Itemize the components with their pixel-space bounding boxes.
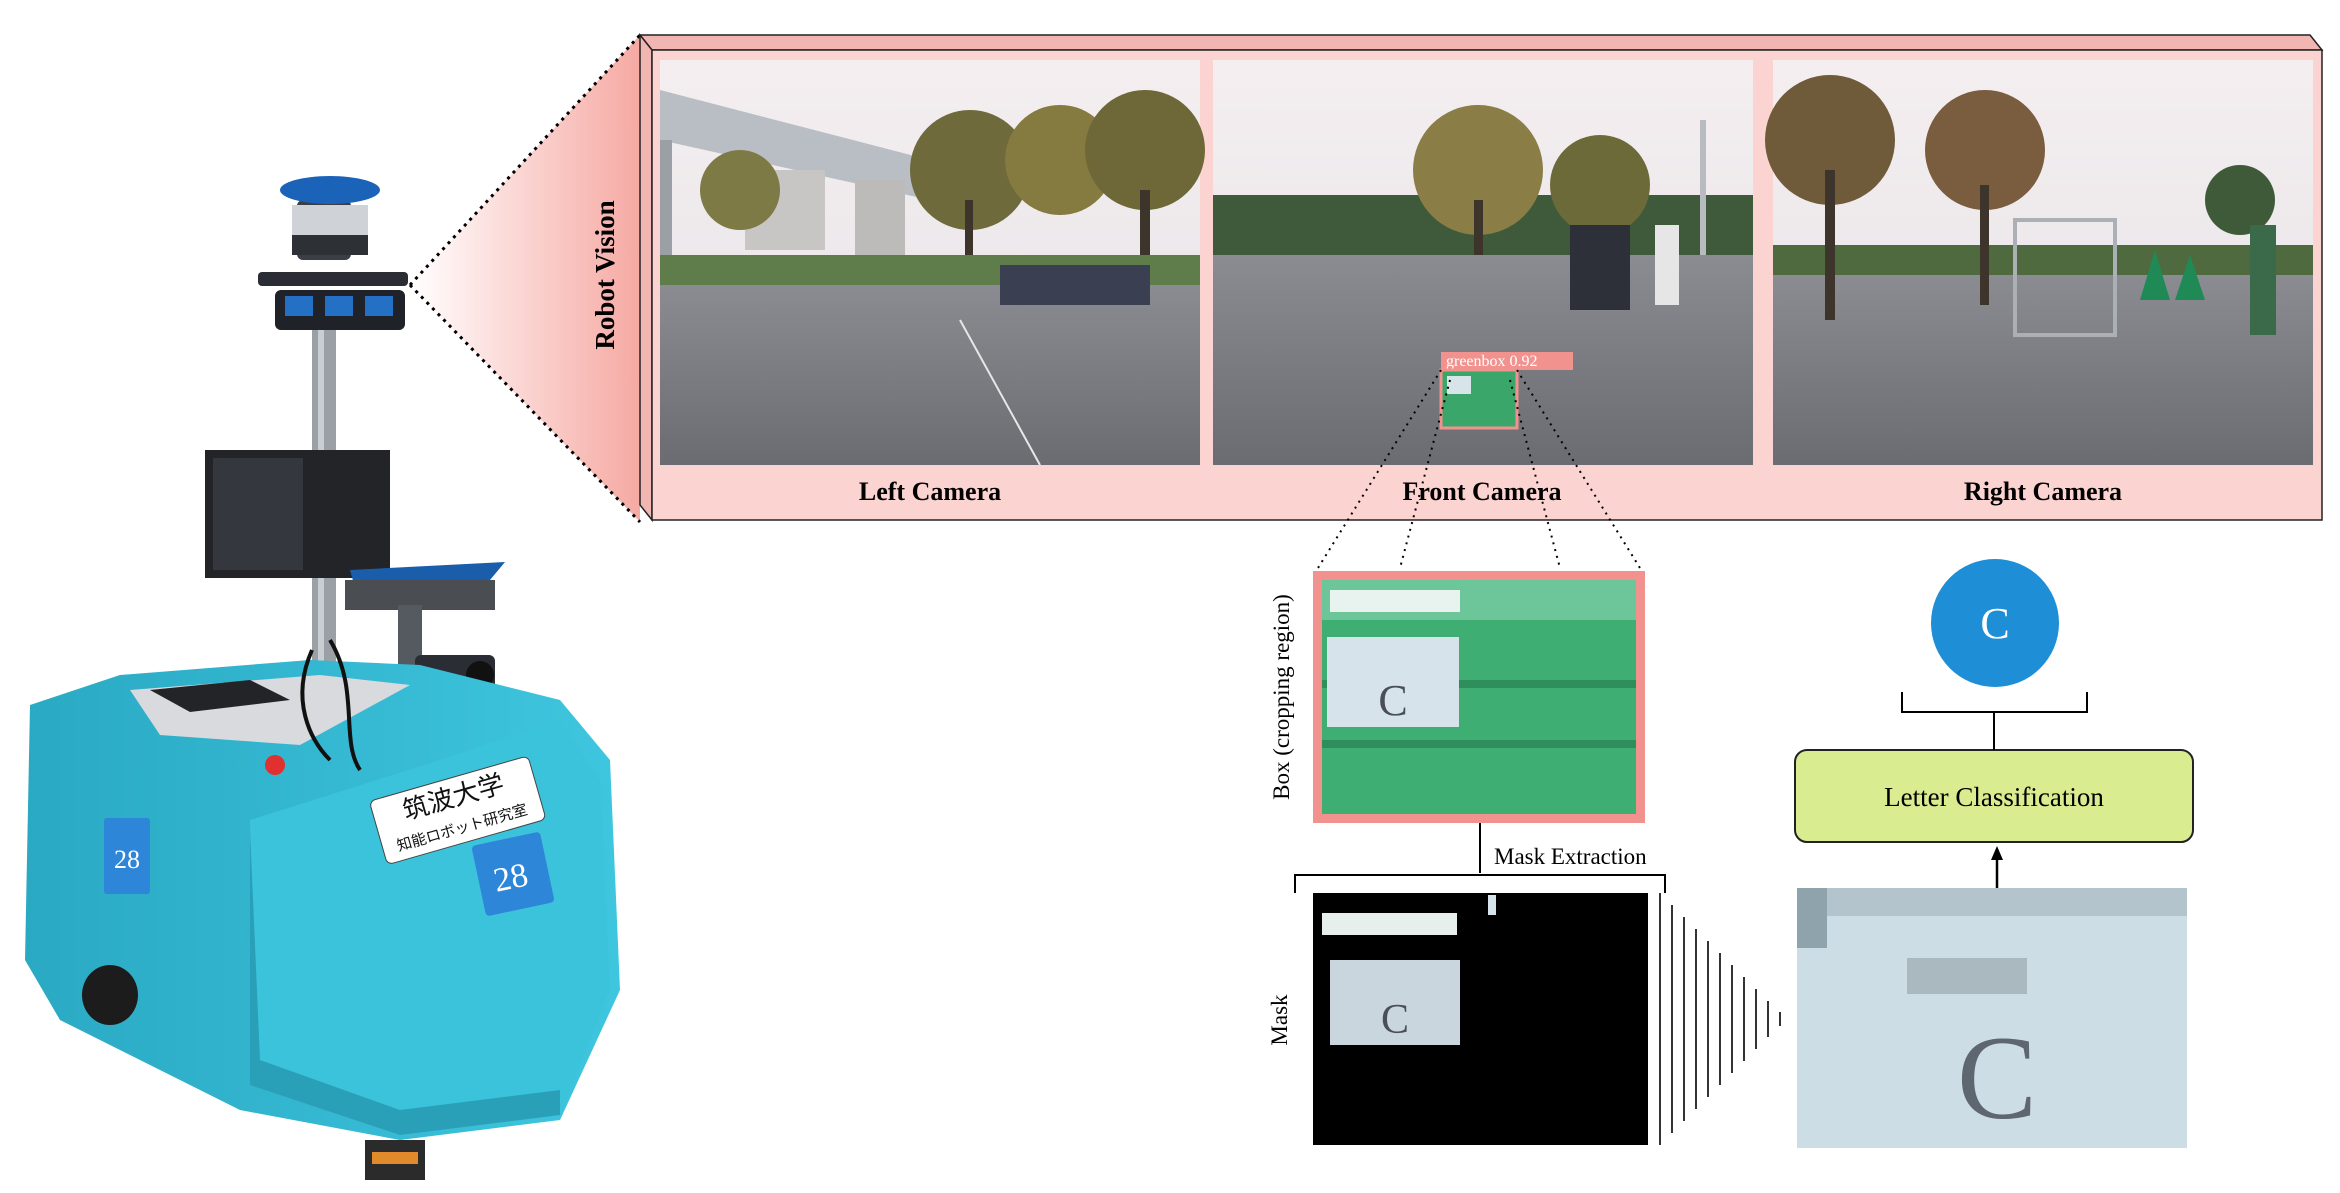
zoom-lines bbox=[1317, 369, 1641, 569]
mask-letter: C bbox=[1381, 997, 1409, 1043]
right-camera-label: Right Camera bbox=[1964, 477, 2122, 506]
output-brace bbox=[1901, 692, 2088, 750]
detection-box: greenbox 0.92 bbox=[1439, 352, 1573, 430]
left-camera-image bbox=[660, 60, 1205, 466]
mask-extraction-label: Mask Extraction bbox=[1494, 844, 1647, 869]
beam-edge-top bbox=[408, 33, 642, 287]
wheel-rear bbox=[82, 965, 138, 1025]
mask-extraction-connector bbox=[1294, 823, 1666, 893]
robot-number: 28 bbox=[490, 856, 531, 899]
keyboard bbox=[150, 680, 290, 712]
zoom-taper bbox=[1659, 893, 1781, 1145]
mask-image: C bbox=[1313, 893, 1648, 1145]
robot-photo: 筑波大学 知能ロボット研究室 28 28 bbox=[25, 176, 620, 1180]
mask-label: Mask bbox=[1267, 994, 1292, 1046]
result-letter: C bbox=[1980, 599, 2009, 648]
zoomed-letter: C bbox=[1957, 1011, 2037, 1144]
right-camera-image bbox=[1765, 60, 2313, 465]
camera-mount bbox=[258, 272, 408, 286]
classifier-label: Letter Classification bbox=[1884, 782, 2104, 812]
zoomed-crop-image: C bbox=[1797, 888, 2187, 1148]
number-plate-side: 28 bbox=[104, 818, 150, 894]
emergency-stop bbox=[265, 755, 285, 775]
arrow-to-classifier bbox=[1991, 846, 2003, 888]
detection-label-bg bbox=[1441, 352, 1573, 370]
robot-number-side: 28 bbox=[114, 845, 140, 874]
result-circle: C bbox=[1931, 559, 2059, 687]
number-plate-front: 28 bbox=[472, 832, 554, 916]
left-camera-label: Left Camera bbox=[859, 477, 1001, 506]
front-camera-label: Front Camera bbox=[1402, 477, 1561, 506]
letter-classification-block: Letter Classification bbox=[1794, 749, 2194, 843]
detection-label: greenbox 0.92 bbox=[1446, 353, 1538, 370]
box-label: Box (cropping region) bbox=[1269, 594, 1294, 800]
front-camera-image bbox=[1213, 60, 1753, 465]
crop-box: C bbox=[1313, 571, 1645, 823]
crop-letter: C bbox=[1378, 676, 1407, 725]
vision-beam bbox=[410, 35, 640, 522]
panel-title: Robot Vision bbox=[590, 200, 620, 349]
